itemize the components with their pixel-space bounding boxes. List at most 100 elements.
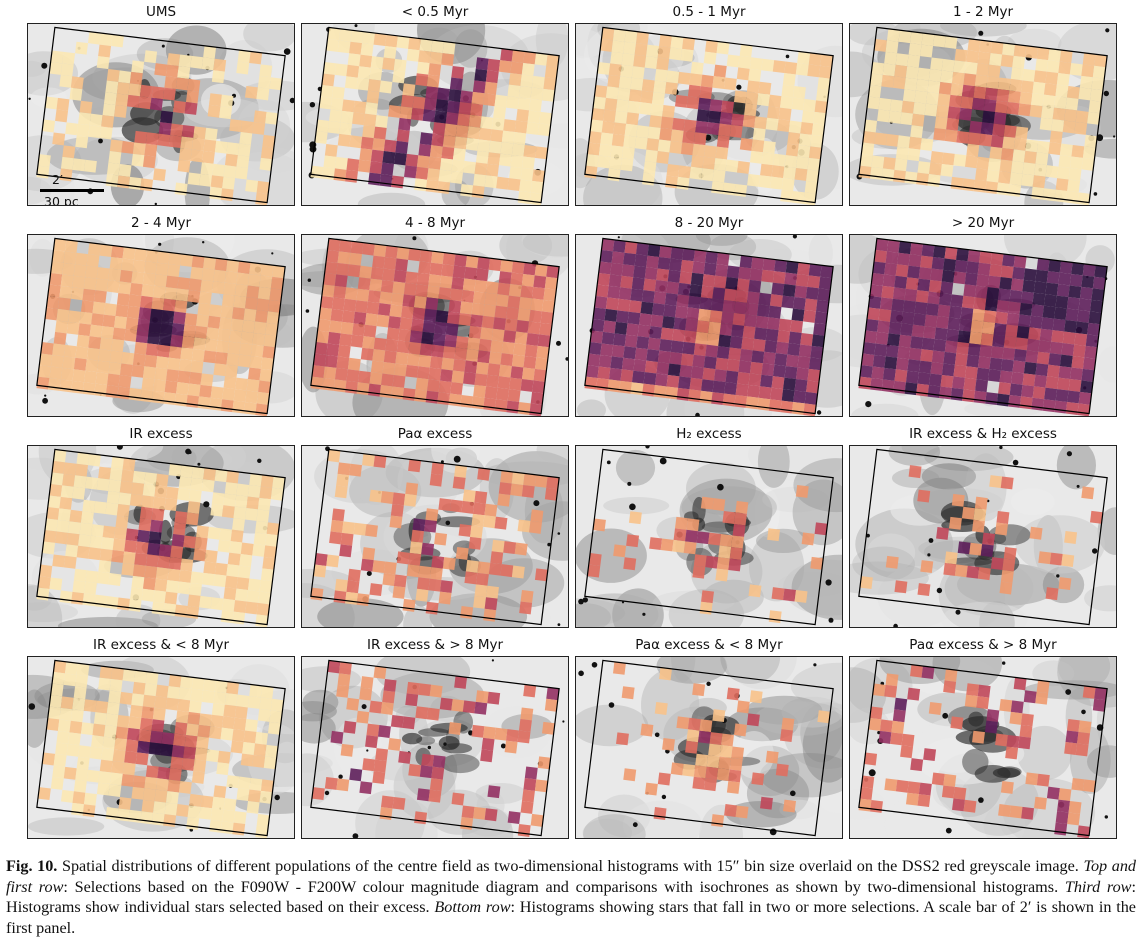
histogram-bin — [162, 298, 176, 312]
histogram-bin — [396, 246, 410, 260]
histogram-bin — [794, 285, 808, 299]
histogram-cells — [858, 237, 1108, 416]
histogram-bin — [999, 698, 1013, 712]
histogram-bin — [365, 313, 378, 327]
histogram-bin — [55, 320, 69, 334]
histogram-bin — [360, 676, 374, 690]
histogram-bin — [485, 70, 499, 84]
histogram-bin — [1015, 126, 1029, 140]
histogram-bin — [778, 318, 792, 332]
panel-title: 2 - 4 Myr — [130, 215, 192, 231]
histogram-bin — [709, 310, 723, 324]
histogram-bin — [731, 535, 745, 549]
histogram-bin — [418, 354, 432, 368]
histogram-bin — [174, 604, 188, 618]
histogram-bin — [168, 252, 182, 266]
histogram-bin — [412, 307, 426, 321]
histogram-bin — [1009, 289, 1023, 303]
histogram-bin — [910, 125, 924, 139]
histogram-bin — [177, 370, 191, 384]
histogram-bin — [612, 661, 626, 675]
histogram-bin — [137, 740, 151, 754]
histogram-bin — [366, 301, 380, 315]
histogram-bin — [757, 397, 771, 411]
histogram-bin — [109, 256, 123, 270]
histogram-bin — [49, 483, 63, 497]
histogram-bin — [1035, 363, 1049, 377]
histogram-bin — [259, 486, 273, 500]
histogram-bin — [1065, 730, 1079, 744]
histogram-bin — [203, 678, 217, 692]
histogram-bin — [338, 28, 352, 42]
histogram-bin — [898, 334, 912, 348]
histogram-bin — [244, 507, 258, 521]
histogram-bin — [1031, 93, 1044, 107]
histogram-bin — [138, 518, 152, 532]
histogram-bin — [613, 122, 627, 136]
histogram-bin — [946, 328, 960, 342]
histogram-bin — [1075, 321, 1089, 335]
histogram-bin — [969, 331, 983, 345]
histogram-bin — [595, 284, 609, 298]
histogram-bin — [398, 750, 412, 764]
histogram-bin — [63, 344, 77, 358]
histogram-panel — [849, 656, 1117, 839]
histogram-bin — [426, 285, 440, 299]
histogram-bin — [160, 743, 174, 757]
scale-bar-line — [40, 189, 104, 192]
histogram-bin — [73, 357, 87, 371]
histogram-bin — [982, 110, 996, 124]
histogram-bin — [158, 122, 172, 136]
histogram-bin — [441, 146, 455, 160]
histogram-bin — [145, 343, 159, 357]
histogram-bin — [342, 521, 355, 535]
histogram-bin — [406, 48, 420, 62]
histogram-bin — [708, 532, 722, 546]
histogram-bin — [541, 299, 555, 313]
histogram-bin — [1078, 720, 1092, 734]
histogram-bin — [719, 745, 733, 758]
histogram-bin — [196, 736, 210, 750]
histogram-bin — [445, 323, 459, 336]
histogram-bin — [546, 54, 560, 68]
histogram-bin — [409, 330, 423, 344]
histogram-bin — [1046, 786, 1060, 800]
histogram-bin — [817, 77, 831, 91]
histogram-bin — [170, 545, 184, 559]
histogram-bin — [814, 522, 828, 536]
caption-text-1: Spatial distributions of different popul… — [57, 857, 1084, 875]
histogram-bin — [818, 65, 832, 79]
histogram-bin — [141, 377, 155, 391]
histogram-bin — [651, 92, 665, 105]
histogram-bin — [419, 765, 433, 779]
histogram-bin — [119, 269, 133, 283]
histogram-bin — [63, 555, 77, 569]
histogram-bin — [177, 487, 191, 501]
histogram-bin — [706, 333, 720, 347]
histogram-bin — [73, 475, 87, 489]
histogram-bin — [148, 531, 162, 545]
histogram-bin — [226, 142, 240, 156]
histogram-bin — [518, 296, 532, 310]
histogram-bin — [1088, 100, 1102, 114]
histogram-bin — [984, 298, 998, 312]
histogram-bin — [369, 161, 383, 175]
histogram-bin — [752, 127, 766, 141]
histogram-bin — [666, 163, 680, 177]
histogram-bin — [233, 389, 247, 403]
histogram-bin — [584, 376, 598, 390]
histogram-bin — [600, 249, 613, 263]
histogram-bin — [1061, 554, 1075, 567]
histogram-bin — [343, 298, 357, 312]
histogram-bin — [496, 176, 510, 190]
histogram-bin — [128, 716, 142, 730]
histogram-bin — [1009, 78, 1023, 92]
histogram-bin — [493, 317, 507, 331]
histogram-bin — [693, 343, 707, 357]
histogram-bin — [78, 323, 92, 337]
histogram-bin — [890, 310, 903, 324]
histogram-bin — [758, 81, 772, 95]
histogram-bin — [765, 117, 779, 131]
histogram-bin — [431, 462, 445, 476]
histogram-bin — [1012, 55, 1026, 69]
